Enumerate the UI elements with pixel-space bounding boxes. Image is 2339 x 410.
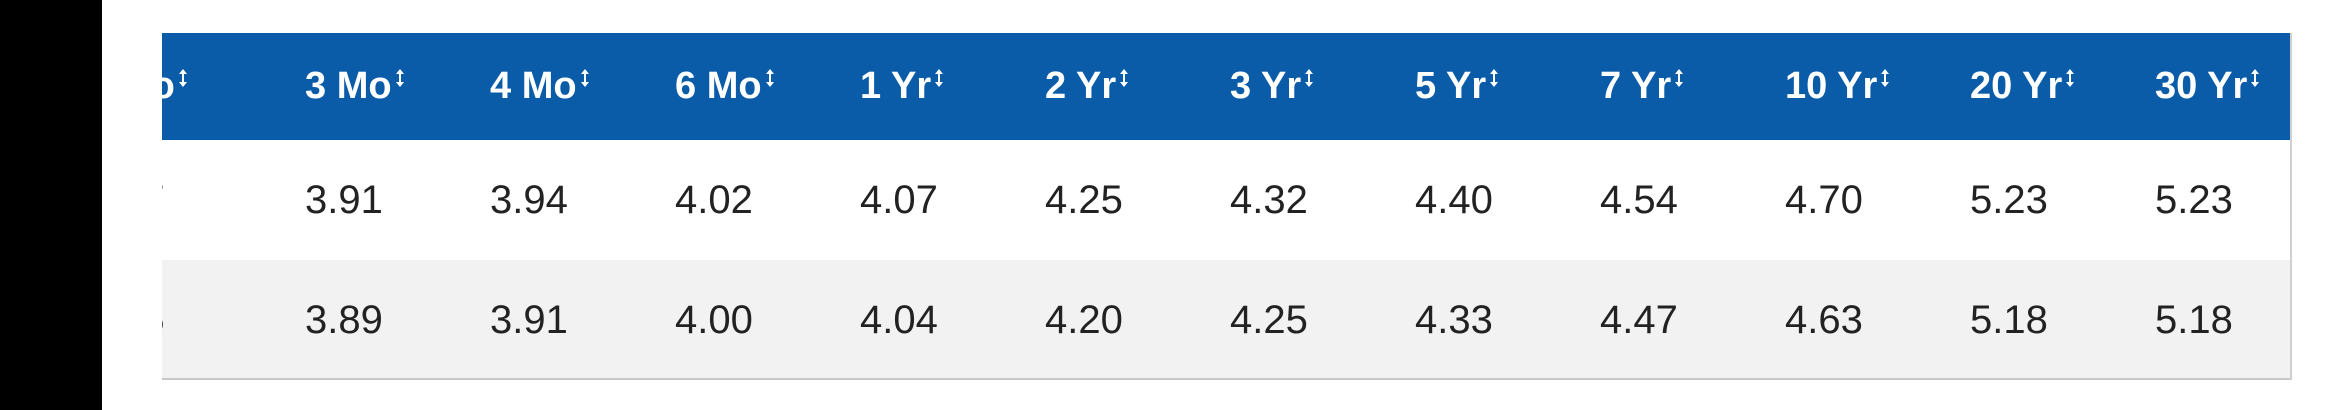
column-header[interactable]: Mo <box>162 33 188 140</box>
rate-cell-text: 5.18 <box>1970 297 2048 342</box>
rate-cell: 3.91 <box>490 260 568 378</box>
sort-icon <box>935 68 944 87</box>
rate-cell-text: 4.54 <box>1600 177 1678 222</box>
column-header-text: 5 Yr <box>1415 65 1487 107</box>
column-header-text: 4 Mo <box>490 65 577 107</box>
column-header[interactable]: 7 Yr <box>1600 33 1684 140</box>
sort-icon <box>2251 68 2260 87</box>
rate-cell-text: 3.94 <box>490 177 568 222</box>
sort-icon <box>178 68 187 87</box>
rate-cell-text: 3.89 <box>305 297 383 342</box>
rate-cell: 87 <box>162 140 165 260</box>
rate-cell-text: 87 <box>162 178 165 223</box>
column-header[interactable]: 2 Yr <box>1045 33 1129 140</box>
column-header[interactable]: 3 Yr <box>1230 33 1314 140</box>
rate-cell-text: 4.25 <box>1230 297 1308 342</box>
sort-icon <box>1675 68 1684 87</box>
sort-icon <box>765 68 774 87</box>
rate-cell-text: 4.25 <box>1045 177 1123 222</box>
rate-cell-text: 4.32 <box>1230 177 1308 222</box>
data-row: 87 3.91 3.94 4.02 4.07 4.25 4.32 4.40 4.54 4.70 5.… <box>162 140 2290 260</box>
sort-icon <box>580 68 589 87</box>
rate-cell: 4.70 <box>1785 140 1863 260</box>
rates-table: Mo 3 Mo 4 Mo 6 Mo 1 Yr 2 Yr 3 Yr 5 Yr 7 Yr 10 Yr 2… <box>162 33 2292 380</box>
sort-icon <box>1120 68 1129 87</box>
column-header-text: 10 Yr <box>1785 65 1878 107</box>
rate-cell-text: 4.02 <box>675 177 753 222</box>
column-header[interactable]: 30 Yr <box>2155 33 2260 140</box>
rate-cell: 4.25 <box>1230 260 1308 378</box>
sort-icon <box>2066 68 2075 87</box>
column-header-text: 3 Yr <box>1230 65 1302 107</box>
column-header-text: 30 Yr <box>2155 65 2248 107</box>
column-header[interactable]: 10 Yr <box>1785 33 1890 140</box>
rate-cell-text: 4.63 <box>1785 297 1863 342</box>
rate-cell: 5.18 <box>2155 260 2233 378</box>
column-header-text: Mo <box>162 65 175 108</box>
rate-cell: 4.07 <box>860 140 938 260</box>
column-header[interactable]: 6 Mo <box>675 33 775 140</box>
rate-cell-text: 4.70 <box>1785 177 1863 222</box>
column-header-text: 1 Yr <box>860 65 932 107</box>
rate-cell-text: 3.91 <box>305 177 383 222</box>
column-header[interactable]: 5 Yr <box>1415 33 1499 140</box>
sort-icon <box>1490 68 1499 87</box>
rate-cell-text: 3.91 <box>490 297 568 342</box>
sort-icon <box>395 68 404 87</box>
rate-cell: 4.25 <box>1045 140 1123 260</box>
rate-cell: 3.91 <box>305 140 383 260</box>
rate-cell: 4.04 <box>860 260 938 378</box>
rate-cell-text: 4.47 <box>1600 297 1678 342</box>
rate-cell-text: 4.04 <box>860 297 938 342</box>
rate-cell: 4.63 <box>1785 260 1863 378</box>
rate-cell: 5.23 <box>2155 140 2233 260</box>
rate-cell: 5.23 <box>1970 140 2048 260</box>
rate-cell-text: 4.20 <box>1045 297 1123 342</box>
rate-cell-text: 4.33 <box>1415 297 1493 342</box>
sort-icon <box>1881 68 1890 87</box>
rate-cell: 3.89 <box>305 260 383 378</box>
column-header-text: 7 Yr <box>1600 65 1672 107</box>
left-strip <box>0 0 102 410</box>
rate-cell-text: 4.07 <box>860 177 938 222</box>
column-header-text: 20 Yr <box>1970 65 2063 107</box>
rate-cell-text: 5.18 <box>2155 297 2233 342</box>
rate-cell: 4.02 <box>675 140 753 260</box>
rate-cell: 85 <box>162 260 165 378</box>
data-row: 85 3.89 3.91 4.00 4.04 4.20 4.25 4.33 4.47 4.63 5.… <box>162 260 2290 378</box>
rate-cell: 4.33 <box>1415 260 1493 378</box>
rate-cell-text: 85 <box>162 298 165 343</box>
column-header[interactable]: 1 Yr <box>860 33 944 140</box>
column-header[interactable]: 3 Mo <box>305 33 405 140</box>
rate-cell: 4.32 <box>1230 140 1308 260</box>
column-header-text: 3 Mo <box>305 65 392 107</box>
rate-cell: 4.47 <box>1600 260 1678 378</box>
sort-icon <box>1305 68 1314 87</box>
rate-cell: 4.20 <box>1045 260 1123 378</box>
column-header-text: 2 Yr <box>1045 65 1117 107</box>
rate-cell-text: 4.40 <box>1415 177 1493 222</box>
column-header[interactable]: 4 Mo <box>490 33 590 140</box>
rate-cell-text: 5.23 <box>1970 177 2048 222</box>
rate-cell: 5.18 <box>1970 260 2048 378</box>
rate-cell-text: 4.00 <box>675 297 753 342</box>
rate-cell-text: 5.23 <box>2155 177 2233 222</box>
column-header[interactable]: 20 Yr <box>1970 33 2075 140</box>
rate-cell: 4.54 <box>1600 140 1678 260</box>
column-header-text: 6 Mo <box>675 65 762 107</box>
rate-cell: 4.40 <box>1415 140 1493 260</box>
rate-cell: 4.00 <box>675 260 753 378</box>
rate-cell: 3.94 <box>490 140 568 260</box>
header-row: Mo 3 Mo 4 Mo 6 Mo 1 Yr 2 Yr 3 Yr 5 Yr 7 Yr 10 Yr 2… <box>162 33 2290 140</box>
